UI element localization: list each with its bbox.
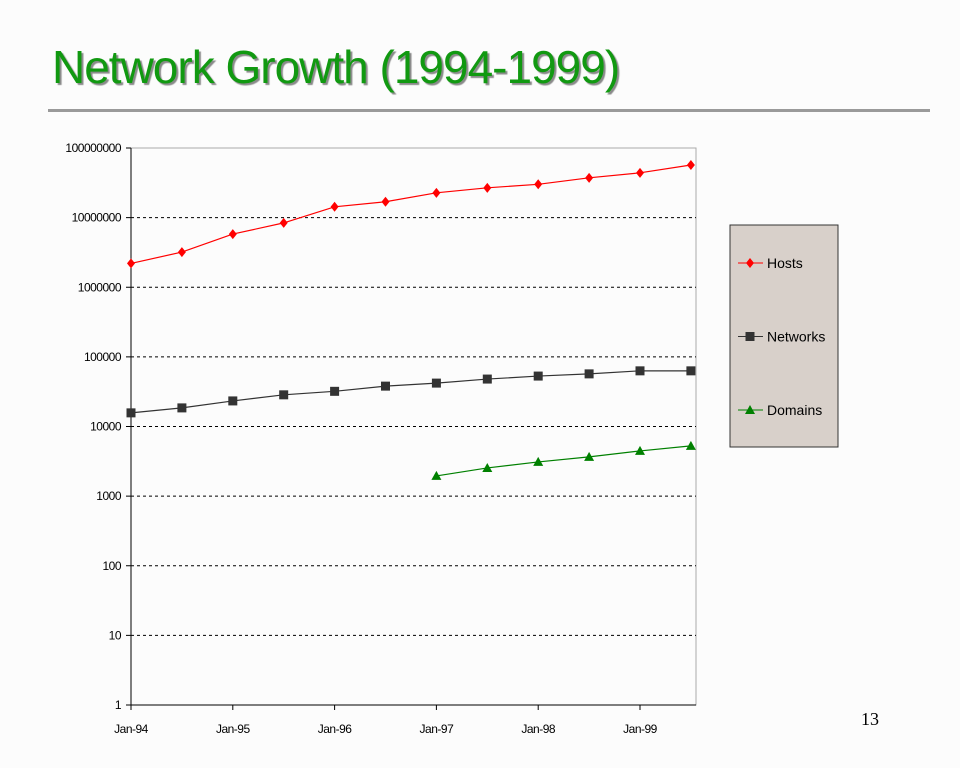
hosts-point [177, 247, 186, 258]
networks-point [177, 403, 187, 413]
hosts-point [585, 172, 594, 183]
y-tick-label: 100 [102, 559, 121, 573]
networks-point [228, 396, 238, 406]
y-tick-label: 1000 [96, 489, 122, 503]
networks-point [431, 378, 441, 388]
legend-label-hosts: Hosts [767, 255, 803, 271]
hosts-point [636, 167, 644, 178]
x-tick-label: Jan-94 [114, 722, 149, 736]
x-tick-label: Jan-97 [420, 722, 455, 736]
legend-marker-hosts [746, 258, 754, 268]
networks-point [126, 408, 136, 418]
title-divider [48, 109, 930, 112]
domains-point [533, 456, 544, 466]
hosts-point [228, 229, 237, 240]
networks-point [279, 390, 289, 400]
networks-point [482, 374, 492, 384]
x-tick-label: Jan-99 [623, 722, 658, 736]
hosts-point [127, 258, 135, 269]
networks-point [330, 386, 340, 396]
y-tick-label: 1 [115, 698, 122, 712]
domains-point [482, 462, 493, 472]
series-hosts [127, 159, 695, 269]
page-number: 13 [861, 709, 879, 729]
domains-line [436, 445, 691, 477]
y-tick-label: 100000 [84, 350, 122, 364]
domains-point [431, 470, 442, 480]
networks-point [533, 371, 543, 381]
x-tick-label: Jan-95 [216, 722, 251, 736]
slide-title: Network Growth (1994-1999) [52, 41, 620, 93]
y-tick-label: 1000000 [78, 280, 122, 294]
legend-marker-networks [745, 332, 755, 341]
networks-line [130, 370, 691, 414]
networks-point [381, 381, 390, 391]
y-tick-label: 10000000 [72, 211, 122, 225]
hosts-point [330, 201, 339, 212]
domains-point [685, 440, 696, 450]
networks-point [635, 366, 645, 376]
legend-marker-domains [745, 405, 755, 414]
y-tick-label: 10000 [90, 420, 122, 434]
hosts-point [534, 179, 543, 190]
hosts-point [483, 182, 492, 193]
networks-point [686, 366, 696, 376]
hosts-line [130, 164, 691, 264]
series-networks [126, 366, 696, 418]
legend-label-domains: Domains [767, 402, 822, 418]
y-tick-label: 10 [109, 628, 122, 642]
hosts-point [432, 187, 441, 198]
networks-point [584, 369, 594, 379]
y-tick-label: 100000000 [65, 141, 121, 155]
hosts-point [381, 196, 390, 207]
legend: Hosts Networks Domains [729, 224, 839, 448]
series-domains [431, 440, 696, 480]
x-tick-label: Jan-98 [521, 722, 556, 736]
domains-point [584, 451, 595, 461]
legend-label-networks: Networks [767, 329, 825, 345]
hosts-point [279, 217, 288, 228]
hosts-point [686, 159, 695, 170]
domains-point [635, 445, 645, 455]
x-tick-label: Jan-96 [318, 722, 353, 736]
